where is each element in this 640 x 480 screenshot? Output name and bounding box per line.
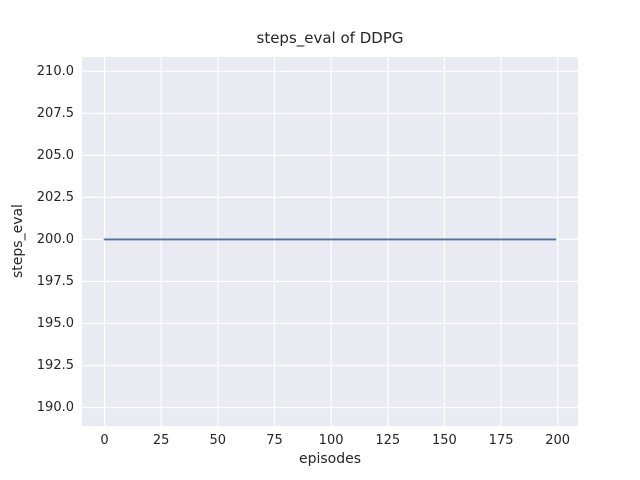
y-tick-label: 190.0 bbox=[36, 400, 74, 415]
y-tick-label: 195.0 bbox=[36, 316, 74, 331]
y-tick-label: 202.5 bbox=[36, 189, 74, 205]
plot-area bbox=[82, 57, 578, 426]
y-tick-labels: 190.0 192.5 195.0 197.5 200.0 202.5 205.0 207.5… bbox=[0, 57, 74, 426]
y-tick-label: 197.5 bbox=[36, 273, 74, 289]
y-tick-label: 200.0 bbox=[36, 231, 74, 247]
x-tick-label: 200 bbox=[545, 433, 571, 448]
x-axis-label: episodes bbox=[298, 451, 362, 467]
y-tick-label: 192.5 bbox=[36, 358, 74, 373]
x-tick-label: 25 bbox=[152, 433, 170, 448]
x-tick-label: 150 bbox=[431, 433, 457, 448]
chart-title: steps_eval of DDPG bbox=[256, 29, 404, 47]
x-tick-labels: 0 25 50 75 100 125 150 175 200 bbox=[82, 433, 578, 449]
x-tick-label: 100 bbox=[318, 433, 344, 448]
y-tick-label: 210.0 bbox=[36, 63, 74, 79]
x-tick-label: 75 bbox=[266, 433, 283, 448]
x-tick-label: 50 bbox=[209, 433, 227, 448]
x-tick-label: 175 bbox=[488, 433, 514, 448]
y-tick-label: 205.0 bbox=[36, 147, 74, 163]
y-tick-label: 207.5 bbox=[36, 105, 74, 121]
plot-canvas bbox=[82, 57, 578, 426]
x-tick-label: 125 bbox=[375, 433, 401, 448]
x-tick-label: 0 bbox=[100, 433, 109, 448]
